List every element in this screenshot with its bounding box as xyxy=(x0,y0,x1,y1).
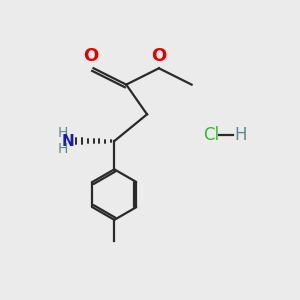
Text: O: O xyxy=(151,47,166,65)
Text: H: H xyxy=(57,142,68,156)
Text: O: O xyxy=(83,47,98,65)
Text: N: N xyxy=(62,134,75,148)
Text: H: H xyxy=(235,126,247,144)
Text: Cl: Cl xyxy=(203,126,220,144)
Text: H: H xyxy=(57,126,68,140)
